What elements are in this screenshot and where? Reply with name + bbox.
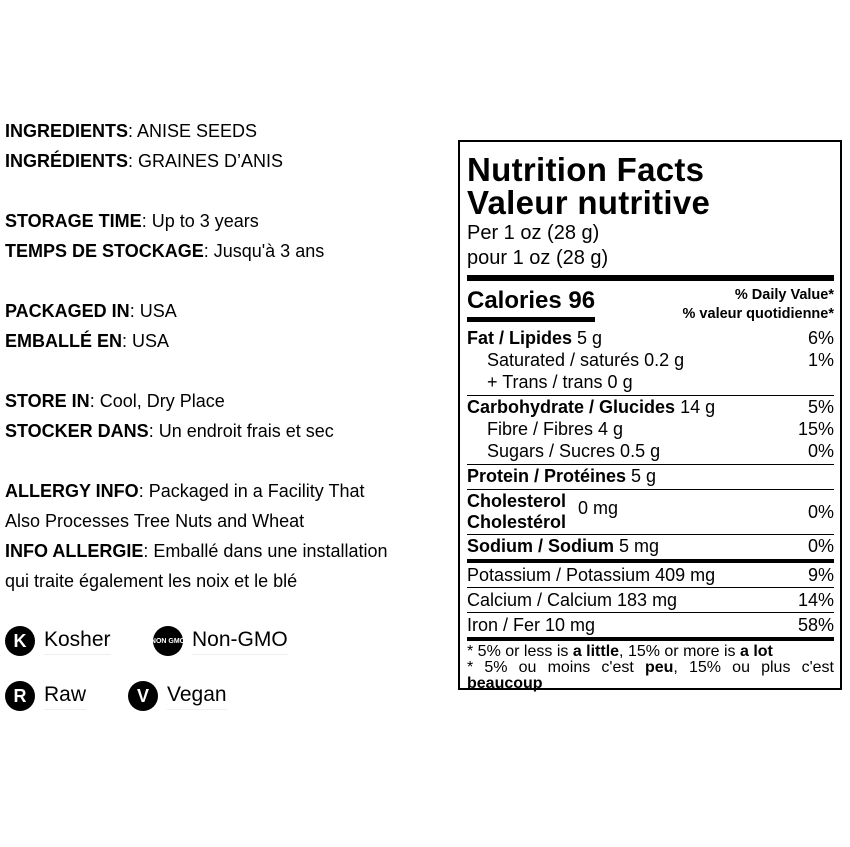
allergy-en-cont: Also Processes Tree Nuts and Wheat — [5, 511, 305, 531]
trans-row: + Trans / trans 0 g — [487, 372, 633, 392]
non-gmo-icon: NON GMO — [151, 626, 185, 656]
fat-row: Fat / Lipides 5 g 6% — [467, 328, 834, 348]
saturated-row: Saturated / saturés 0.2 g 1% — [487, 350, 834, 370]
ingredients-en: INGREDIENTS: ANISE SEEDS — [5, 121, 258, 141]
product-info: INGREDIENTS: ANISE SEEDS INGRÉDIENTS: GR… — [5, 116, 388, 596]
storage-time-en: STORAGE TIME: Up to 3 years — [5, 211, 259, 231]
badge-kosher: K Kosher — [5, 626, 111, 656]
kosher-icon: K — [5, 626, 35, 656]
packaged-in-en: PACKAGED IN: USA — [5, 301, 177, 321]
calories-row: Calories 96 % Daily Value* % valeur quoti… — [467, 281, 834, 327]
dv-fr: % valeur quotidienne* — [682, 306, 834, 322]
dv-en: % Daily Value* — [734, 287, 834, 303]
protein-row: Protein / Protéines 5 g — [467, 466, 657, 486]
iron-row: Iron / Fer 10 mg 58% — [467, 615, 834, 635]
nutrition-facts-label: Nutrition Facts Valeur nutritive Per 1 o… — [458, 140, 842, 692]
ingredients-fr: INGRÉDIENTS: GRAINES D’ANIS — [5, 151, 284, 171]
title-fr: Valeur nutritive — [467, 184, 711, 221]
store-in-en: STORE IN: Cool, Dry Place — [5, 391, 225, 411]
sugars-row: Sugars / Sucres 0.5 g 0% — [487, 441, 834, 461]
raw-icon: R — [5, 681, 35, 711]
serving-en: Per 1 oz (28 g) — [467, 222, 600, 244]
calcium-row: Calcium / Calcium 183 mg 14% — [467, 590, 834, 610]
serving-fr: pour 1 oz (28 g) — [467, 247, 609, 269]
sodium-row: Sodium / Sodium 5 mg 0% — [467, 536, 834, 556]
allergy-en: ALLERGY INFO: Packaged in a Facility Tha… — [5, 481, 365, 501]
footnote-fr: * 5% ou moins c'est peu, 15% ou plus c'e… — [467, 659, 835, 692]
badge-vegan: V Vegan — [128, 681, 227, 711]
carb-row: Carbohydrate / Glucides 14 g 5% — [467, 397, 834, 417]
badge-raw: R Raw — [5, 681, 87, 711]
footnote-en: * 5% or less is a little, 15% or more is… — [467, 643, 773, 660]
title-en: Nutrition Facts — [467, 151, 705, 188]
allergy-fr-cont: qui traite également les noix et le blé — [5, 571, 298, 591]
vegan-icon: V — [128, 681, 158, 711]
potassium-row: Potassium / Potassium 409 mg 9% — [467, 565, 834, 585]
cholesterol-row: Cholesterol Cholestérol 0 mg 0% — [467, 491, 834, 532]
storage-time-fr: TEMPS DE STOCKAGE: Jusqu'à 3 ans — [5, 241, 325, 261]
store-in-fr: STOCKER DANS: Un endroit frais et sec — [5, 421, 334, 441]
packaged-in-fr: EMBALLÉ EN: USA — [5, 331, 170, 351]
fibre-row: Fibre / Fibres 4 g 15% — [487, 419, 834, 439]
badge-non-gmo: NON GMO Non-GMO — [151, 626, 288, 656]
allergy-fr: INFO ALLERGIE: Emballé dans une installa… — [5, 541, 388, 561]
calories: Calories 96 — [467, 287, 596, 322]
